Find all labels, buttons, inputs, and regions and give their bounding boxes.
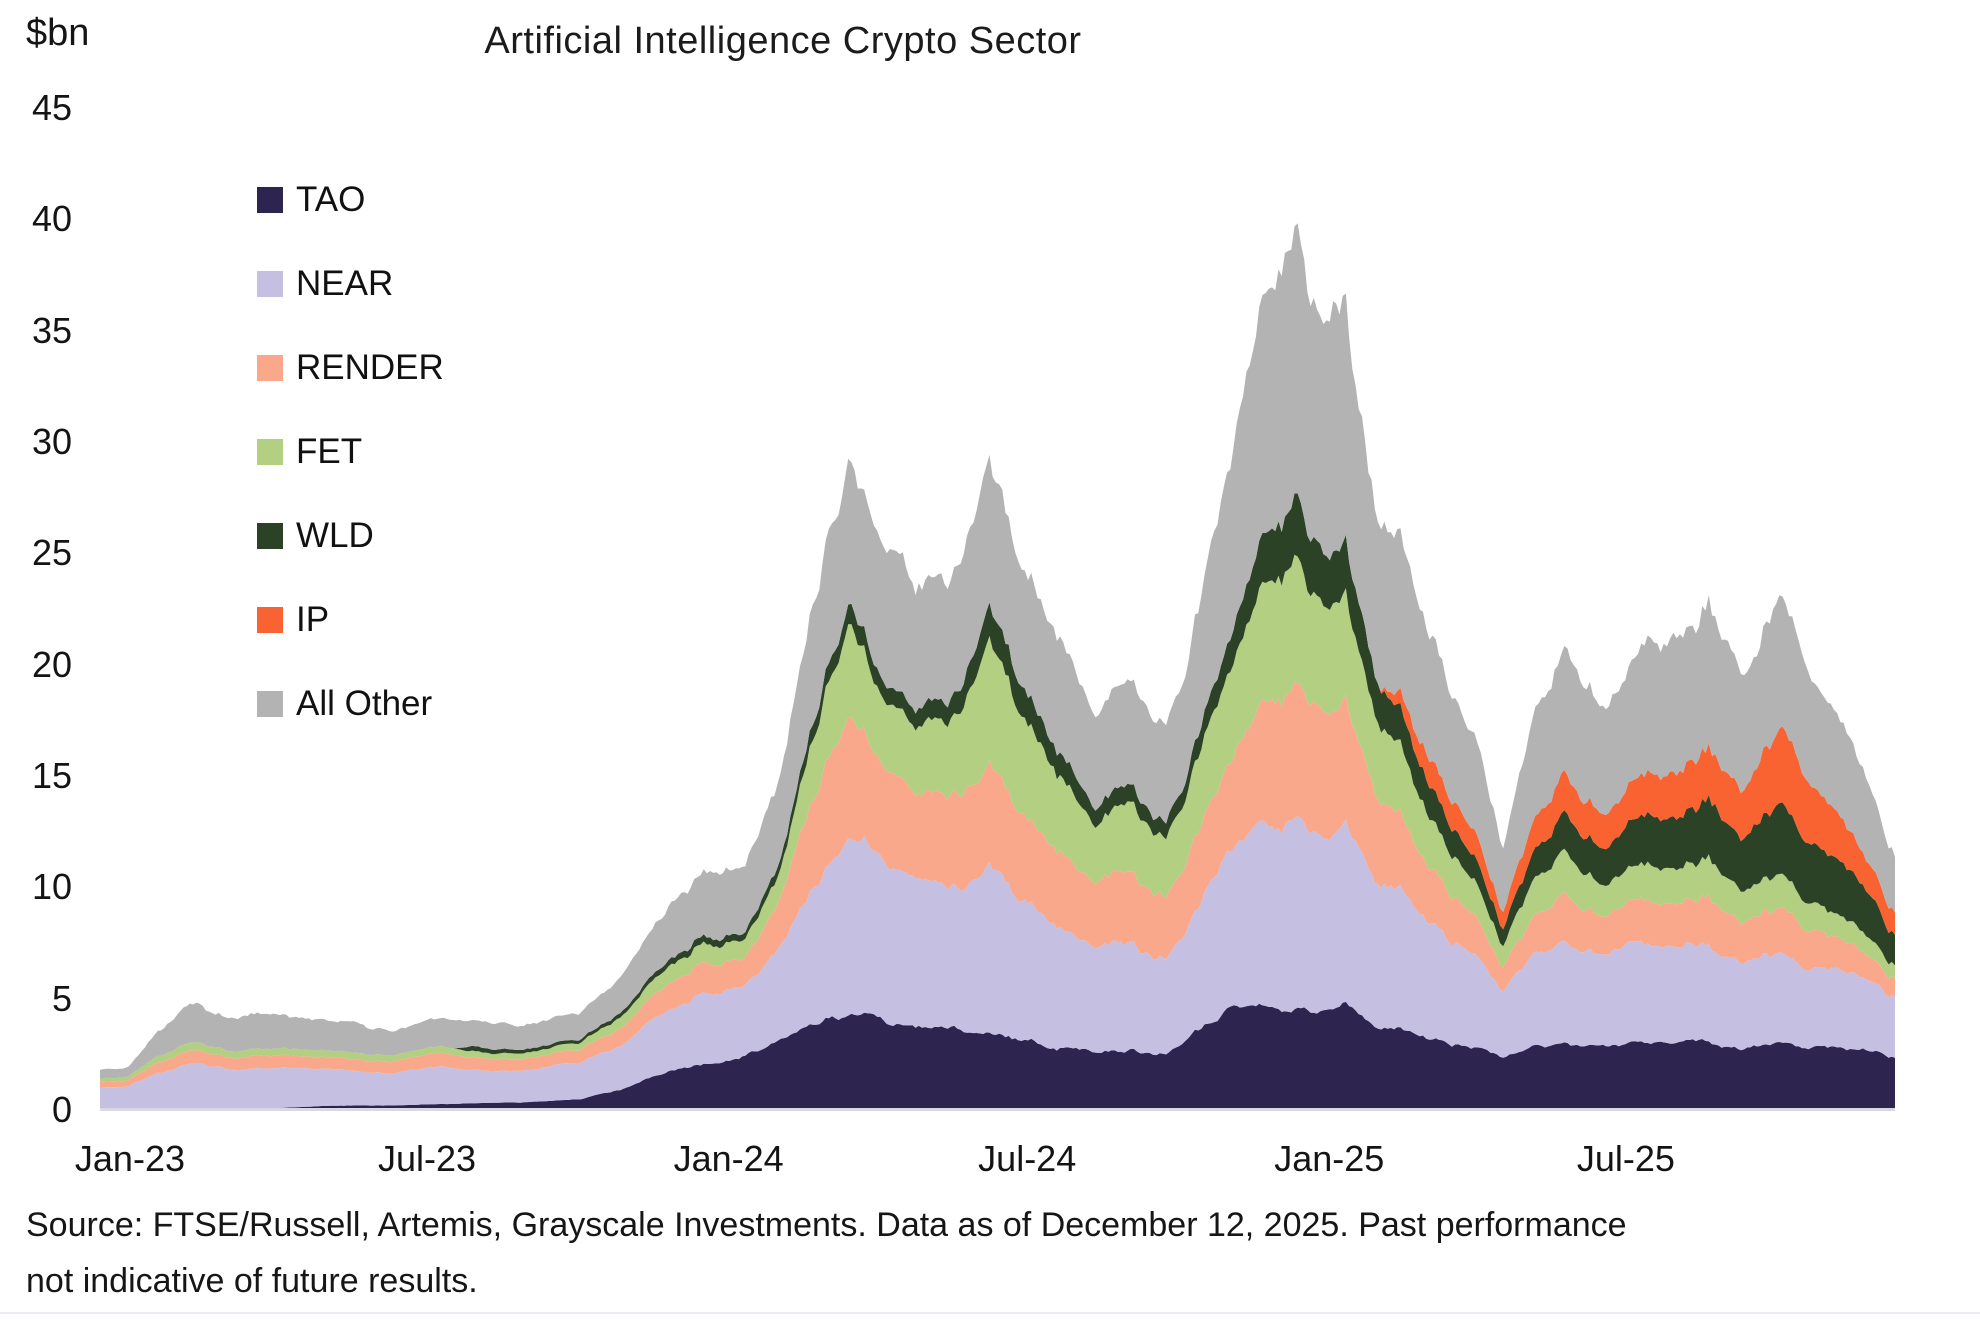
x-tick-label: Jan-24 <box>673 1138 784 1179</box>
legend-item-tao: TAO <box>257 180 366 219</box>
x-tick-label: Jul-25 <box>1576 1138 1675 1179</box>
legend-item-wld: WLD <box>257 516 374 555</box>
y-tick-label: 0 <box>51 1089 72 1130</box>
source-note-line2: not indicative of future results. <box>26 1262 478 1300</box>
y-tick-label: 5 <box>51 977 72 1019</box>
legend-item-ip: IP <box>257 600 330 639</box>
ip-swatch-icon <box>257 607 283 633</box>
tao-swatch-icon <box>257 187 283 213</box>
near-swatch-icon <box>257 271 283 297</box>
y-axis-units-label: $bn <box>26 12 90 54</box>
page-title: Artificial Intelligence Crypto Sector <box>484 20 1082 62</box>
x-axis-baseline <box>100 1108 1895 1111</box>
legend-label: IP <box>296 600 330 639</box>
legend-label: All Other <box>296 684 433 723</box>
y-tick-label: 40 <box>31 198 72 240</box>
source-note-line1: Source: FTSE/Russell, Artemis, Grayscale… <box>26 1206 1627 1244</box>
legend-label: TAO <box>296 180 366 219</box>
fet-swatch-icon <box>257 439 283 465</box>
area-fet <box>100 554 1895 1083</box>
x-tick-label: Jul-23 <box>378 1138 477 1179</box>
x-tick-label: Jan-25 <box>1274 1138 1385 1179</box>
legend-label: RENDER <box>296 348 444 387</box>
bottom-divider <box>0 1312 1980 1314</box>
legend-label: FET <box>296 432 363 471</box>
legend-label: NEAR <box>296 264 394 303</box>
legend-item-all-other: All Other <box>257 684 433 723</box>
legend-item-fet: FET <box>257 432 363 471</box>
y-tick-label: 15 <box>31 755 72 796</box>
y-tick-label: 20 <box>31 643 72 685</box>
y-tick-label: 30 <box>31 421 72 462</box>
y-tick-label: 10 <box>31 866 72 908</box>
all-other-swatch-icon <box>257 691 283 717</box>
render-swatch-icon <box>257 355 283 381</box>
y-tick-label: 35 <box>31 309 72 351</box>
legend-item-near: NEAR <box>257 264 394 303</box>
area-near <box>100 816 1895 1110</box>
area-tao <box>100 1001 1895 1110</box>
legend-label: WLD <box>296 516 374 555</box>
legend-item-render: RENDER <box>257 348 444 387</box>
x-tick-label: Jul-24 <box>978 1138 1077 1179</box>
y-tick-label: 45 <box>31 87 72 128</box>
y-tick-label: 25 <box>31 532 72 574</box>
wld-swatch-icon <box>257 523 283 549</box>
x-tick-label: Jan-23 <box>74 1138 185 1179</box>
